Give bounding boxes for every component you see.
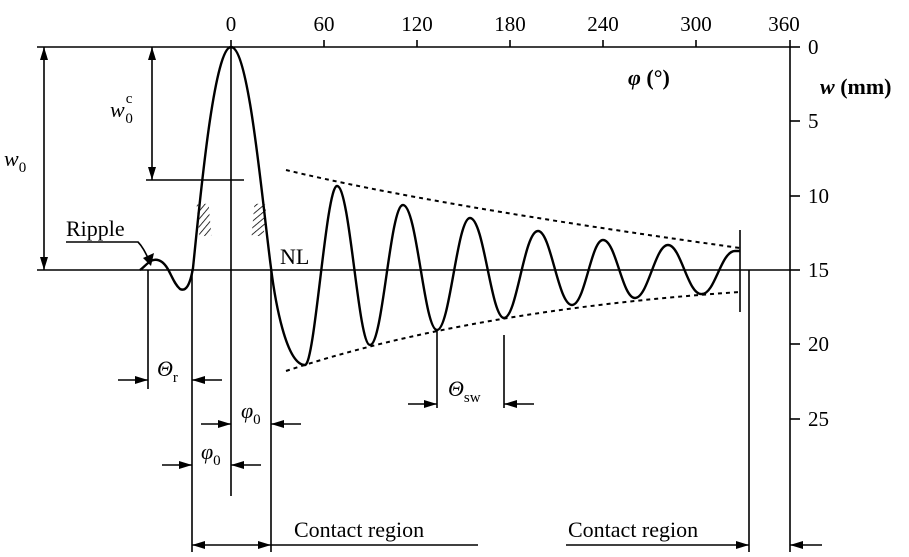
w-tick-10: 10 (808, 184, 829, 208)
phi-tick-60: 60 (314, 12, 335, 36)
contact-region-left-label: Contact region (294, 517, 424, 542)
contact-region-right-arrow-a (736, 541, 749, 549)
phi-tick-0: 0 (226, 12, 237, 36)
phi-tick-300: 300 (680, 12, 712, 36)
phi0-lower-arrow-left (179, 461, 192, 469)
phi-tick-120: 120 (401, 12, 433, 36)
w-tick-25: 25 (808, 407, 829, 431)
phi-tick-240: 240 (587, 12, 619, 36)
phi-tick-180: 180 (494, 12, 526, 36)
contact-region-left-arrow-b (258, 541, 271, 549)
ripple-leader-arrow (143, 253, 154, 266)
extension-lines (147, 47, 750, 552)
contact-region-right-arrow-b (790, 541, 803, 549)
w0c-label: wc 0 (110, 91, 133, 127)
phi0-lower-label: φ0 (201, 439, 221, 469)
theta-sw-arrow-right (504, 400, 517, 408)
phi-tick-labels: 0 60 120 180 240 300 360 (226, 12, 800, 36)
w0c-arrow-top (148, 47, 156, 60)
w-tick-labels: 0 5 10 15 20 25 (808, 35, 829, 431)
contact-region-right-label: Contact region (568, 517, 698, 542)
w-axis-ticks (790, 46, 800, 420)
theta-r-arrow-right (192, 376, 205, 384)
phi0-upper-arrow-right (271, 420, 284, 428)
theta-sw-arrow-left (424, 400, 437, 408)
contact-hatch-left (196, 203, 212, 237)
theta-r-label: Θr (157, 356, 178, 386)
contact-hatch-right (251, 203, 267, 237)
ripple-label: Ripple (66, 216, 125, 241)
w0-arrow-bottom (40, 257, 48, 270)
w-tick-0: 0 (808, 35, 819, 59)
w0-label: w0 (4, 146, 26, 176)
lower-envelope (285, 291, 741, 372)
phi0-upper-label: φ0 (241, 398, 261, 428)
w0c-arrow-bottom (148, 167, 156, 180)
phi0-upper-arrow-left (218, 420, 231, 428)
theta-r-arrow-left (135, 376, 148, 384)
phi0-lower-arrow-right (231, 461, 244, 469)
w0-arrow-top (40, 47, 48, 60)
w-tick-20: 20 (808, 332, 829, 356)
w-axis-label: w (mm) (820, 74, 892, 99)
ripple-leader (66, 241, 151, 263)
contact-region-left-arrow-a (192, 541, 205, 549)
w-tick-15: 15 (808, 258, 829, 282)
upper-envelope (285, 169, 741, 249)
w-tick-5: 5 (808, 109, 819, 133)
phi-axis-ticks (230, 40, 791, 47)
neutral-line-label: NL (280, 244, 309, 269)
wave-curve (139, 45, 740, 367)
phi-axis-label: φ (°) (628, 65, 670, 90)
theta-sw-label: Θsw (448, 376, 481, 406)
phi-tick-360: 360 (768, 12, 800, 36)
